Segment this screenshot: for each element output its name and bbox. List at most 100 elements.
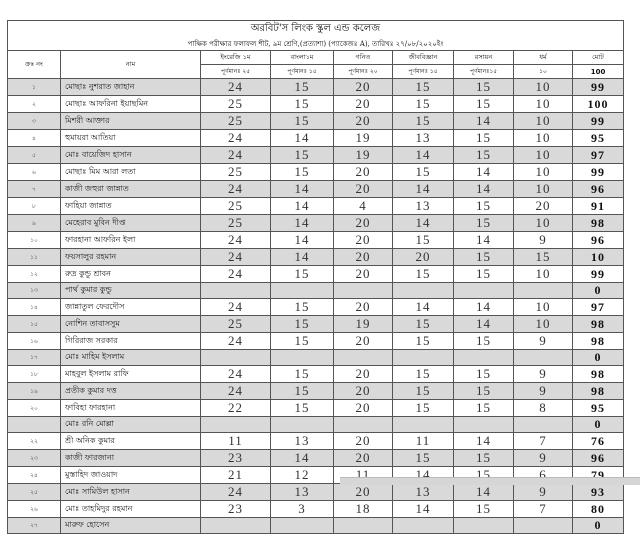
- score-bangla-cell: 15: [270, 315, 334, 333]
- full-marks-math: পূর্ণমানঃ ২০: [333, 64, 393, 79]
- score-bangla-cell: [270, 416, 334, 433]
- score-chemistry-cell: 15: [453, 265, 514, 283]
- serial-cell: ১০: [7, 231, 61, 249]
- score-math-cell: 20: [333, 365, 393, 383]
- serial-cell: ৪: [7, 129, 61, 147]
- score-biology-cell: 15: [392, 332, 454, 350]
- score-biology-cell: 11: [392, 432, 454, 450]
- score-biology-cell: [392, 349, 454, 366]
- header-religion: ধর্ম: [513, 50, 573, 65]
- score-chemistry-cell: 15: [453, 95, 514, 113]
- score-math-cell: 20: [333, 265, 393, 283]
- score-bangla-cell: 15: [270, 95, 334, 113]
- score-chemistry-cell: 14: [453, 315, 514, 333]
- score-english-cell: 24: [200, 180, 271, 198]
- score-bangla-cell: 15: [270, 112, 334, 130]
- score-math-cell: [333, 349, 393, 366]
- student-name-cell: ফয়সালুর রহমান: [60, 248, 201, 266]
- score-religion-cell: 9: [513, 365, 573, 383]
- score-biology-cell: 14: [392, 298, 454, 316]
- score-bangla-cell: 13: [270, 483, 334, 501]
- total-cell: 96: [571, 180, 625, 198]
- score-english-cell: [200, 282, 271, 299]
- score-religion-cell: [513, 282, 573, 299]
- table-row: ৭ কাজী জহুরা জান্নাত 24 14 20 14 14 10 96: [7, 180, 625, 198]
- serial-cell: ২৪: [7, 466, 61, 484]
- table-row: ১৯ প্রতীক কুমার দত্ত 24 15 20 15 15 9 98: [7, 382, 625, 400]
- score-bangla-cell: 14: [270, 129, 334, 147]
- serial-cell: ১৭: [7, 349, 61, 366]
- score-chemistry-cell: 15: [453, 365, 514, 383]
- score-math-cell: 20: [333, 399, 393, 417]
- table-row: ১৭ মোঃ মাহিম ইসলাম 0: [7, 349, 625, 366]
- score-english-cell: 25: [200, 95, 271, 113]
- score-chemistry-cell: 14: [453, 112, 514, 130]
- table-row: ২৭ মারুফ হোসেন 0: [7, 517, 625, 534]
- table-row: ৯ মেহেরাব মুবিন দীপ্ত 25 14 20 14 15 10 98: [7, 214, 625, 232]
- score-religion-cell: 9: [513, 332, 573, 350]
- total-cell: 96: [571, 231, 625, 249]
- table-row: ১৬ গিরিরাজ সরকার 24 15 20 15 15 9 98: [7, 332, 625, 350]
- full-marks-biology: পূর্ণমানঃ ১৫: [392, 64, 454, 79]
- score-bangla-cell: 15: [270, 332, 334, 350]
- table-row: ১২ রুদ্র কুন্ডু শ্রাবন 24 15 20 15 15 10 99: [7, 265, 625, 283]
- serial-cell: ১৮: [7, 365, 61, 383]
- header-english: ইংরেজি ১ম: [200, 50, 271, 65]
- score-religion-cell: 10: [513, 180, 573, 198]
- score-biology-cell: 15: [392, 265, 454, 283]
- score-english-cell: [200, 349, 271, 366]
- score-religion-cell: 10: [513, 214, 573, 232]
- score-biology-cell: 15: [392, 95, 454, 113]
- score-biology-cell: 15: [392, 231, 454, 249]
- score-biology-cell: 15: [392, 449, 454, 467]
- table-row: ২৫ মোঃ সামিউল হাসান 24 13 20 13 14 9 93: [7, 483, 625, 501]
- total-cell: 0: [571, 517, 625, 534]
- student-name-cell: মেহেরাব মুবিন দীপ্ত: [60, 214, 201, 232]
- student-name-cell: মাহবুল ইসলাম রাফি: [60, 365, 201, 383]
- score-religion-cell: 10: [513, 78, 573, 96]
- score-chemistry-cell: 14: [453, 163, 514, 181]
- score-math-cell: 20: [333, 298, 393, 316]
- total-cell: 93: [571, 483, 625, 501]
- score-religion-cell: 9: [513, 449, 573, 467]
- score-bangla-cell: [270, 517, 334, 534]
- score-english-cell: 23: [200, 449, 271, 467]
- score-english-cell: 25: [200, 214, 271, 232]
- score-biology-cell: [392, 416, 454, 433]
- student-name-cell: প্রতীক কুমার দত্ত: [60, 382, 201, 400]
- serial-cell: ৬: [7, 163, 61, 181]
- score-math-cell: 20: [333, 95, 393, 113]
- score-bangla-cell: 13: [270, 432, 334, 450]
- score-religion-cell: 7: [513, 500, 573, 518]
- score-math-cell: [333, 416, 393, 433]
- score-math-cell: 4: [333, 197, 393, 215]
- student-name-cell: রুদ্র কুন্ডু শ্রাবন: [60, 265, 201, 283]
- score-chemistry-cell: [453, 349, 514, 366]
- score-bangla-cell: 14: [270, 197, 334, 215]
- score-religion-cell: [513, 416, 573, 433]
- score-english-cell: [200, 517, 271, 534]
- student-name-cell: ফাহিয়া জান্নাত: [60, 197, 201, 215]
- student-name-cell: মোঃ তাহমিদুর রহমান: [60, 500, 201, 518]
- score-religion-cell: 8: [513, 399, 573, 417]
- student-name-cell: কাজী ফারজানা: [60, 449, 201, 467]
- table-row: ১০ ফারহানা আফরিন ইলা 24 14 20 15 14 9 96: [7, 231, 625, 249]
- student-name-cell: জান্নাতুল ফেরদৌস: [60, 298, 201, 316]
- student-name-cell: ফাবিহা ফারহানা: [60, 399, 201, 417]
- score-religion-cell: 15: [513, 248, 573, 266]
- total-cell: 98: [571, 365, 625, 383]
- table-row: ১৫ নোশিন তাবাসসুম 25 15 19 15 14 10 98: [7, 315, 625, 333]
- score-biology-cell: 15: [392, 315, 454, 333]
- score-religion-cell: 9: [513, 231, 573, 249]
- score-biology-cell: 15: [392, 382, 454, 400]
- score-chemistry-cell: 15: [453, 248, 514, 266]
- score-chemistry-cell: 15: [453, 129, 514, 147]
- full-marks-english: পূর্ণমানঃ ২৫: [200, 64, 271, 79]
- total-cell: 80: [571, 500, 625, 518]
- score-chemistry-cell: 15: [453, 197, 514, 215]
- score-biology-cell: 15: [392, 78, 454, 96]
- score-bangla-cell: 15: [270, 78, 334, 96]
- serial-cell: ২০: [7, 399, 61, 417]
- score-math-cell: [333, 282, 393, 299]
- total-cell: 95: [571, 399, 625, 417]
